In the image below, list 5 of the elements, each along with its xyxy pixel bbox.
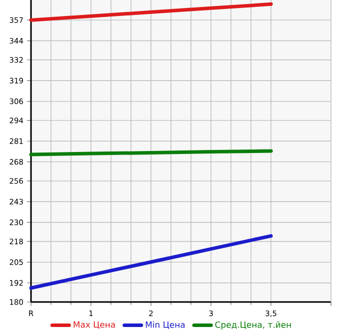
- line-series: [29, 2, 273, 22]
- legend-label: Min Цена: [146, 321, 185, 330]
- legend-label: Max Цена: [74, 321, 115, 329]
- legend-label: Сред.Цена, т.йен: [215, 321, 291, 330]
- line-series: [29, 234, 273, 290]
